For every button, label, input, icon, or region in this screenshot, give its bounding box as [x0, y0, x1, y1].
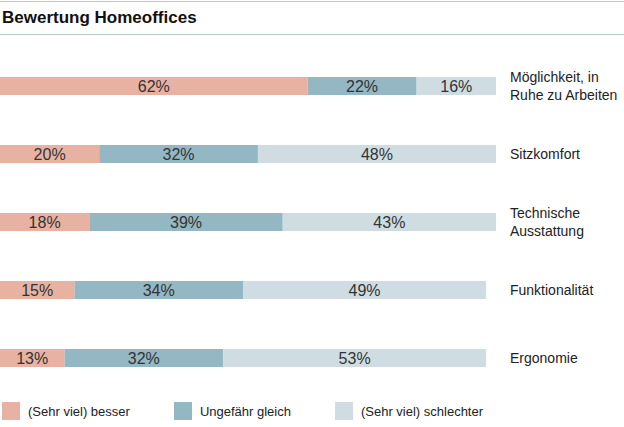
svg-text:Möglichkeit, inRuhe zu Arbeite: Möglichkeit, inRuhe zu Arbeiten: [510, 69, 616, 103]
svg-text:15%: 15%: [21, 282, 53, 299]
svg-text:62%: 62%: [138, 78, 170, 95]
html-text:Bewertung Homeoffices: Bewertung Homeoffices: [2, 8, 197, 27]
html-text:(Sehr viel) besser: (Sehr viel) besser: [28, 403, 130, 419]
svg-text:39%: 39%: [170, 214, 202, 231]
svg-text:53%: 53%: [339, 350, 371, 367]
svg-text:48%: 48%: [361, 146, 393, 163]
svg-text:TechnischeAusstattung: TechnischeAusstattung: [510, 205, 584, 239]
svg-text:20%: 20%: [34, 146, 66, 163]
svg-text:32%: 32%: [128, 350, 160, 367]
svg-text:18%: 18%: [29, 214, 61, 231]
svg-text:Funktionalität: Funktionalität: [510, 282, 593, 298]
svg-text:34%: 34%: [143, 282, 175, 299]
svg-text:13%: 13%: [16, 350, 48, 367]
svg-text:Sitzkomfort: Sitzkomfort: [510, 146, 580, 162]
svg-text:49%: 49%: [349, 282, 381, 299]
svg-text:Ergonomie: Ergonomie: [510, 350, 578, 366]
svg-text:43%: 43%: [373, 214, 405, 231]
svg-text:16%: 16%: [440, 78, 472, 95]
svg-text:32%: 32%: [163, 146, 195, 163]
svg-text:22%: 22%: [346, 78, 378, 95]
html-text:Ungefähr gleich: Ungefähr gleich: [199, 403, 291, 419]
html-text:(Sehr viel) schlechter: (Sehr viel) schlechter: [360, 403, 483, 419]
